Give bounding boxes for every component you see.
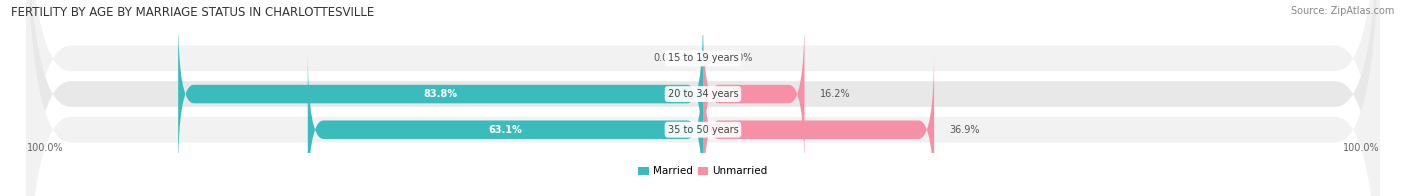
Text: 16.2%: 16.2% (820, 89, 851, 99)
FancyBboxPatch shape (308, 50, 703, 196)
Legend: Married, Unmarried: Married, Unmarried (634, 162, 772, 181)
Text: FERTILITY BY AGE BY MARRIAGE STATUS IN CHARLOTTESVILLE: FERTILITY BY AGE BY MARRIAGE STATUS IN C… (11, 6, 374, 19)
Text: Source: ZipAtlas.com: Source: ZipAtlas.com (1291, 6, 1395, 16)
FancyBboxPatch shape (27, 0, 1379, 196)
FancyBboxPatch shape (703, 50, 934, 196)
Text: 0.0%: 0.0% (728, 54, 752, 64)
Text: 20 to 34 years: 20 to 34 years (668, 89, 738, 99)
FancyBboxPatch shape (27, 0, 1379, 196)
Text: 36.9%: 36.9% (950, 125, 980, 135)
Text: 100.0%: 100.0% (27, 143, 63, 153)
FancyBboxPatch shape (703, 14, 804, 174)
Text: 100.0%: 100.0% (1343, 143, 1379, 153)
FancyBboxPatch shape (179, 14, 703, 174)
Text: 15 to 19 years: 15 to 19 years (668, 54, 738, 64)
Text: 83.8%: 83.8% (423, 89, 457, 99)
FancyBboxPatch shape (27, 0, 1379, 196)
Text: 63.1%: 63.1% (488, 125, 522, 135)
Text: 35 to 50 years: 35 to 50 years (668, 125, 738, 135)
Text: 0.0%: 0.0% (654, 54, 678, 64)
